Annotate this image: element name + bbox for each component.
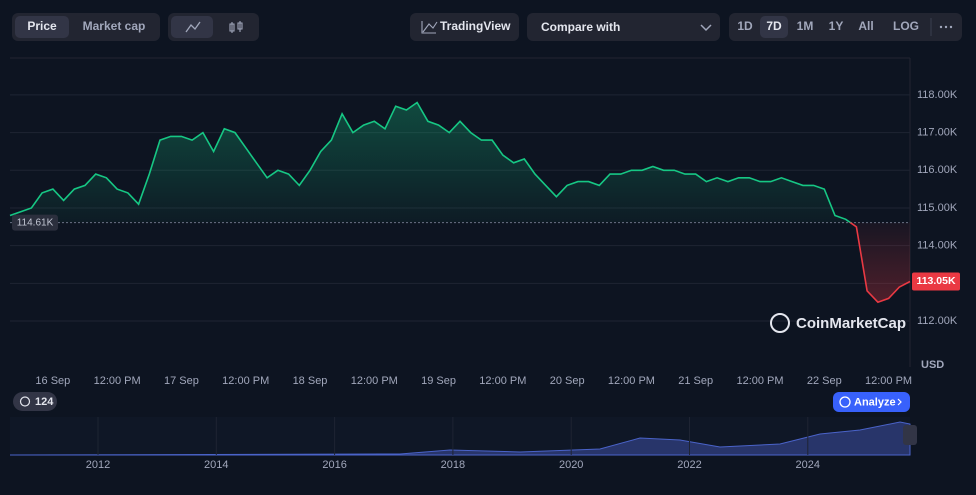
range-buttons: 1D 7D 1M 1Y All LOG <box>737 16 919 38</box>
range-button[interactable]: 1M <box>797 19 814 33</box>
analyze-arrow <box>897 398 902 406</box>
tv-icon <box>421 21 438 34</box>
navigator-history <box>9 421 911 456</box>
y-tick-label: 115.00K <box>917 202 958 214</box>
tradingview-button[interactable] <box>410 13 519 41</box>
reference-tag <box>12 214 58 231</box>
history-icon <box>19 396 31 407</box>
x-tick-label: 21 Sep <box>678 375 713 387</box>
price-line <box>9 101 911 304</box>
y-tick-label: 114.00K <box>917 240 958 252</box>
analyze-button[interactable] <box>833 392 910 412</box>
analyze-icon <box>839 396 851 408</box>
x-tick-label: 22 Sep <box>807 375 842 387</box>
y-tick-label: 112.00K <box>917 315 958 327</box>
navigator-year: 2016 <box>322 459 346 471</box>
navigator-years: 2012 2014 2016 2018 2020 2022 2024 <box>86 417 820 471</box>
last-price-tag <box>912 272 960 291</box>
navigator-year: 2020 <box>559 459 583 471</box>
active-range[interactable] <box>760 16 788 38</box>
watermark-logo <box>770 313 790 333</box>
last-price-label: 113.05K <box>916 275 956 287</box>
reference-label: 114.61K <box>17 217 54 228</box>
candle-icon[interactable] <box>229 21 243 33</box>
range-button[interactable]: 1D <box>737 19 753 33</box>
navigator-year: 2022 <box>677 459 701 471</box>
y-tick-label: 118.00K <box>917 89 958 101</box>
x-tick-label: 12:00 PM <box>222 375 269 387</box>
compare-dropdown[interactable] <box>527 13 720 41</box>
compare-label[interactable]: Compare with <box>541 20 620 34</box>
x-tick-label: 20 Sep <box>550 375 585 387</box>
x-tick-label: 12:00 PM <box>94 375 141 387</box>
analyze-label[interactable]: Analyze <box>854 396 896 408</box>
range-button[interactable]: LOG <box>893 19 919 33</box>
x-tick-label: 12:00 PM <box>608 375 655 387</box>
range-button[interactable]: All <box>858 19 873 33</box>
navigator-handle[interactable] <box>903 425 917 445</box>
price-area <box>10 102 910 303</box>
tradingview-label[interactable]: TradingView <box>440 19 511 33</box>
x-tick-label: 19 Sep <box>421 375 456 387</box>
y-unit: USD <box>921 359 944 371</box>
navigator-year: 2012 <box>86 459 110 471</box>
x-tick-label: 18 Sep <box>293 375 328 387</box>
navigator-year: 2018 <box>441 459 465 471</box>
x-tick-label: 12:00 PM <box>865 375 912 387</box>
y-tick-label: 116.00K <box>917 164 958 176</box>
x-tick-label: 12:00 PM <box>736 375 783 387</box>
plot <box>9 101 911 304</box>
range-button[interactable]: 7D <box>766 19 782 33</box>
x-tick-label: 16 Sep <box>35 375 70 387</box>
price-tab[interactable] <box>15 16 69 38</box>
market-cap-tab[interactable]: Market cap <box>83 19 146 33</box>
history-count[interactable]: 124 <box>35 396 54 408</box>
line-icon <box>185 21 201 33</box>
dropdown-arrow <box>700 24 712 32</box>
range-button[interactable]: 1Y <box>829 19 844 33</box>
navigator-year: 2024 <box>796 459 820 471</box>
navigator-year: 2014 <box>204 459 228 471</box>
watermark: CoinMarketCap <box>796 315 906 332</box>
line-style-button[interactable] <box>171 16 213 38</box>
x-tick-label: 12:00 PM <box>351 375 398 387</box>
price-tab-label[interactable]: Price <box>27 19 57 33</box>
x-tick-label: 17 Sep <box>164 375 199 387</box>
more-button[interactable] <box>939 25 953 29</box>
y-tick-label: 117.00K <box>917 127 958 139</box>
x-tick-label: 12:00 PM <box>479 375 526 387</box>
